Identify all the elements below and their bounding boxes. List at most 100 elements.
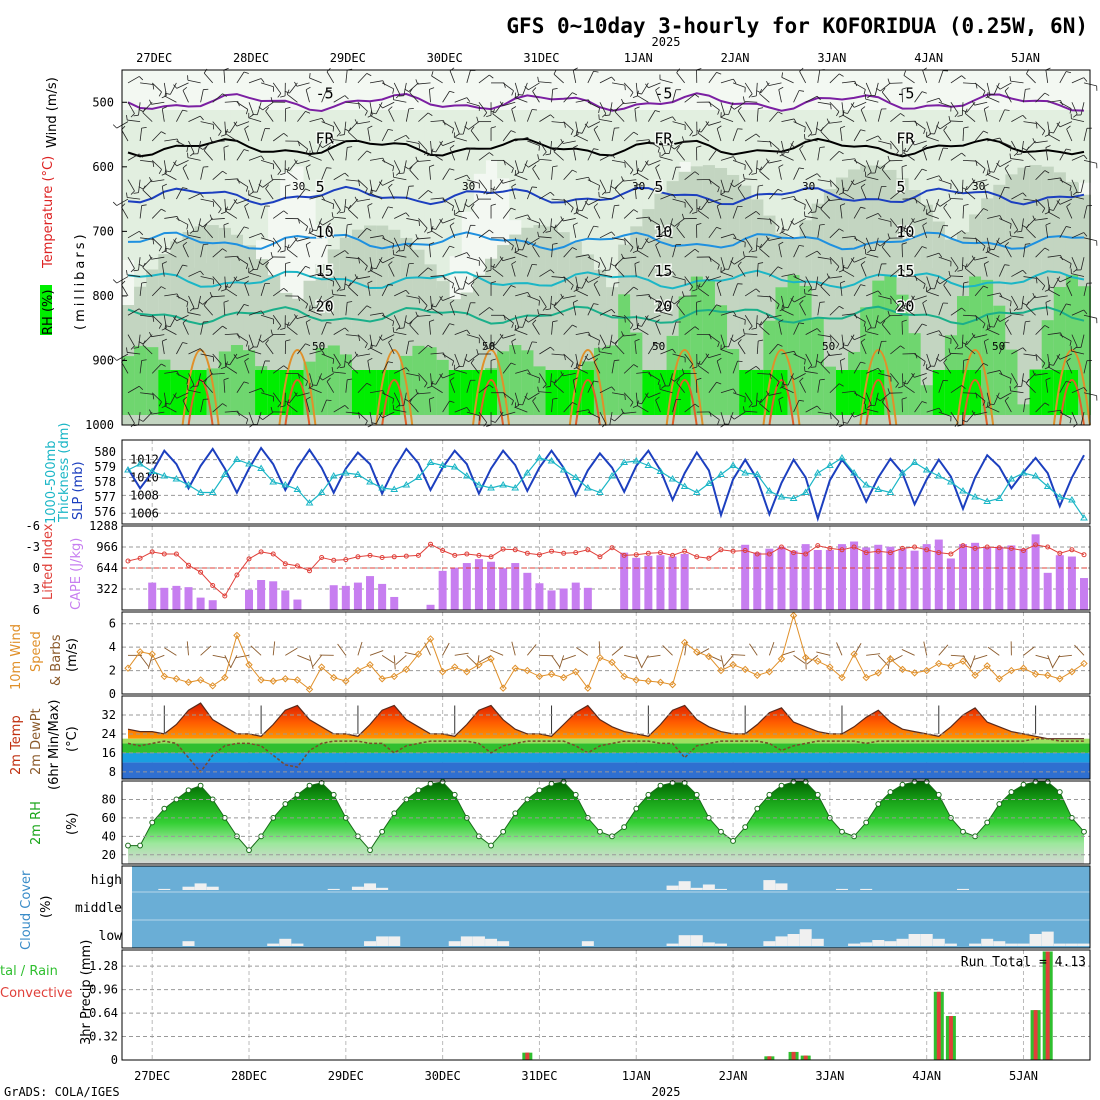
wind-barb-flag <box>370 343 372 349</box>
wind-barb-flag <box>716 304 722 307</box>
wind-barb <box>393 254 407 258</box>
wind-barb-flag <box>881 87 886 93</box>
wind-barb-flag <box>611 386 616 391</box>
wind-barb <box>1021 373 1024 387</box>
pressure-tick-label: 900 <box>92 353 114 367</box>
wind-barb-flag <box>621 253 624 259</box>
wind-barb-flag <box>308 385 314 389</box>
wind-barb <box>623 286 634 297</box>
wind-barb-flag <box>692 211 698 214</box>
wind-barb-flag <box>511 261 517 265</box>
wind-barb-flag <box>1004 319 1009 324</box>
wind-barb-flag <box>963 126 969 129</box>
wind-barb-flag <box>696 223 702 226</box>
rh-point <box>766 791 773 798</box>
wind-barb-flag <box>799 300 804 305</box>
wind-barb <box>176 342 183 355</box>
wind-barb-flag <box>367 125 373 129</box>
wind-barb <box>297 111 306 122</box>
wind-barb-flag <box>378 413 383 419</box>
wind-barb <box>769 295 780 305</box>
thickness-point <box>789 494 798 501</box>
wind-barb-flag <box>427 190 433 194</box>
rh-fill-cell <box>799 285 813 415</box>
wind-barb-flag <box>550 225 556 229</box>
wind-barb <box>744 315 753 327</box>
wind-barb-flag <box>804 127 806 133</box>
wind-barb <box>672 167 677 180</box>
wind-barb <box>309 350 323 355</box>
wind-barb <box>599 76 612 84</box>
wind10m-units: (m/s) <box>65 638 80 672</box>
wind-barb <box>999 160 1012 168</box>
wind-barb <box>674 373 685 382</box>
wind-barb <box>417 237 431 240</box>
wind-barb <box>435 140 443 153</box>
wind-barb <box>409 92 419 103</box>
wind-barb <box>121 206 129 219</box>
wind-barb <box>614 101 625 112</box>
wind-barb <box>659 156 673 161</box>
wind-barb-flag <box>611 309 616 314</box>
wind-barb-flag <box>634 183 640 187</box>
wind10m-barb <box>357 641 363 656</box>
wind-barb <box>212 276 222 287</box>
wind-barb-flag <box>777 343 783 347</box>
wind-barb-flag <box>860 338 866 343</box>
wind-barb-flag <box>570 362 574 368</box>
rh-point <box>742 824 749 831</box>
wind-barb-flag <box>326 399 332 401</box>
wind-barb <box>759 170 770 181</box>
wind-barb-flag <box>286 321 290 327</box>
slp-label: SLP (mb) <box>71 461 86 520</box>
wind-barb-flag <box>611 76 616 81</box>
wind10m-barb <box>624 654 638 659</box>
rh-point <box>536 787 543 794</box>
wind-barb <box>470 362 480 374</box>
wind-barb-flag <box>483 267 488 272</box>
wind-barb <box>297 218 308 227</box>
wind-barb <box>164 328 177 335</box>
wind-barb <box>127 76 140 84</box>
wind-barb-flag <box>336 287 341 292</box>
cloud-ylabel: Cloud Cover (%) <box>19 870 54 950</box>
cape-bar <box>789 550 798 610</box>
wind-barb <box>224 410 238 413</box>
rh-fill-cell <box>739 185 753 425</box>
wind-barb <box>203 227 214 239</box>
wind-barb <box>793 322 800 335</box>
wind-barb-flag <box>283 287 288 292</box>
wind-barb-flag <box>130 345 135 350</box>
rh-fill-cell <box>896 294 910 415</box>
wind-barb <box>562 295 576 299</box>
wind-barb-flag <box>141 126 147 129</box>
lifted-index-point <box>294 563 300 569</box>
wind-barb-flag <box>593 280 599 285</box>
rh-fill-cell <box>206 110 220 264</box>
wind-barb <box>572 379 577 393</box>
wind-barb <box>333 198 341 211</box>
wind-barb <box>248 272 262 277</box>
cloud-bar <box>666 943 679 946</box>
wind-barb-flag <box>164 168 167 174</box>
wind-barb <box>943 129 952 142</box>
temp-label-2: 2m DewPt <box>29 708 44 775</box>
wind-barb-flag <box>430 227 436 230</box>
wind-barb-flag <box>142 185 146 191</box>
wind-barb <box>962 127 965 142</box>
wind10m-barb <box>611 645 624 656</box>
lifted-index-point <box>210 583 216 588</box>
cloud-bar <box>1053 943 1066 946</box>
wind-barb <box>614 111 625 122</box>
wind-barb-flag <box>265 339 269 344</box>
wind-barb-flag <box>426 231 432 234</box>
wind-barb <box>820 363 831 374</box>
thickness-point <box>934 472 943 479</box>
wind-barb <box>993 315 1000 328</box>
wind-barb-flag <box>975 238 978 244</box>
wind-barb <box>744 211 757 219</box>
wind-barb <box>309 310 322 316</box>
thickness-point <box>777 493 786 500</box>
wind-barb-flag <box>769 374 772 380</box>
wind-barb <box>949 120 964 123</box>
